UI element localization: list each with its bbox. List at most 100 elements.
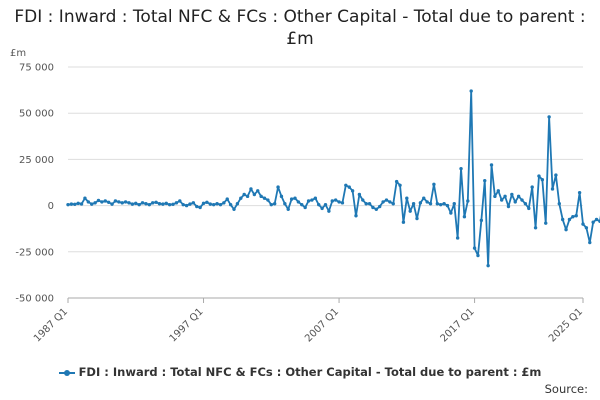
data-point: [256, 189, 260, 193]
data-point: [90, 202, 94, 206]
data-point: [269, 202, 273, 207]
data-point: [391, 202, 395, 206]
data-point: [452, 202, 456, 206]
data-point: [527, 206, 531, 211]
data-point: [371, 205, 375, 210]
data-point: [289, 197, 294, 201]
source-label: Source:: [544, 382, 588, 396]
data-point: [113, 199, 118, 203]
data-point: [313, 196, 318, 200]
data-point: [408, 209, 412, 213]
data-point: [428, 202, 433, 206]
data-point: [333, 198, 338, 202]
data-point: [157, 202, 162, 206]
data-point: [516, 194, 521, 199]
data-point: [195, 204, 199, 209]
data-point: [462, 214, 467, 219]
data-point: [276, 185, 280, 189]
y-tick-label: -50 000: [15, 294, 54, 305]
y-tick-label: 25 000: [19, 155, 54, 166]
data-point: [178, 199, 182, 203]
data-point: [425, 200, 429, 204]
x-tick-label: 2017 Q1: [439, 306, 477, 344]
data-point: [401, 220, 406, 224]
data-point: [337, 200, 341, 204]
data-point: [544, 221, 548, 225]
data-point: [591, 220, 595, 224]
data-point: [479, 218, 484, 223]
data-point: [147, 202, 152, 207]
data-point: [581, 222, 585, 226]
data-point: [103, 199, 107, 203]
data-point: [211, 202, 216, 207]
data-point: [496, 189, 500, 193]
data-point: [249, 187, 253, 191]
data-point: [472, 246, 477, 250]
data-point: [327, 209, 331, 213]
data-point: [584, 226, 589, 230]
data-point: [442, 202, 446, 206]
data-point: [306, 199, 311, 203]
data-point: [144, 202, 148, 206]
data-point: [303, 205, 307, 210]
data-point: [388, 200, 392, 204]
data-point: [340, 201, 345, 205]
data-point: [476, 253, 480, 258]
data-point: [323, 202, 328, 207]
data-point: [225, 197, 229, 201]
data-point: [398, 183, 402, 187]
data-point: [161, 202, 165, 206]
data-point: [222, 201, 226, 205]
data-point: [439, 202, 443, 207]
data-point: [218, 202, 223, 207]
data-point: [523, 202, 528, 206]
data-point: [310, 198, 314, 202]
data-point: [415, 216, 419, 221]
data-point: [361, 198, 365, 202]
data-point: [259, 194, 263, 199]
data-point: [554, 173, 558, 177]
data-point: [367, 202, 372, 206]
data-point: [300, 202, 304, 207]
data-point: [435, 202, 440, 206]
data-point: [560, 217, 565, 222]
data-point: [252, 192, 257, 197]
data-point: [489, 163, 494, 167]
data-point: [279, 194, 284, 199]
data-point: [137, 202, 141, 207]
data-point: [493, 194, 497, 199]
data-point: [354, 214, 358, 218]
data-point: [140, 201, 145, 205]
data-point: [286, 207, 290, 211]
data-point: [344, 183, 348, 187]
data-point: [574, 214, 578, 218]
data-point: [188, 202, 192, 206]
data-point: [557, 202, 561, 206]
y-tick-label: 50 000: [19, 109, 54, 120]
y-tick-label: 75 000: [19, 63, 54, 74]
data-point: [537, 174, 541, 178]
x-tick-label: 2025 Q1: [547, 306, 585, 344]
axes: [67, 297, 584, 303]
data-point: [66, 202, 70, 207]
data-point: [242, 192, 246, 197]
data-point: [93, 201, 97, 205]
data-point: [130, 202, 135, 206]
legend-swatch-dot: [63, 369, 70, 376]
data-point: [381, 200, 385, 204]
data-point: [201, 201, 206, 206]
data-point: [184, 203, 189, 208]
data-point: [208, 202, 212, 206]
data-point: [106, 200, 111, 204]
grid-lines: [68, 66, 583, 299]
legend-label: FDI : Inward : Total NFC & FCs : Other C…: [78, 365, 542, 379]
legend[interactable]: FDI : Inward : Total NFC & FCs : Other C…: [0, 365, 600, 379]
data-point: [567, 217, 572, 222]
y-tick-label: -25 000: [15, 247, 54, 258]
data-point: [483, 178, 487, 183]
data-point: [232, 207, 236, 211]
data-point: [449, 211, 453, 215]
data-point: [506, 204, 511, 209]
data-point: [499, 198, 504, 202]
data-point: [120, 201, 124, 205]
